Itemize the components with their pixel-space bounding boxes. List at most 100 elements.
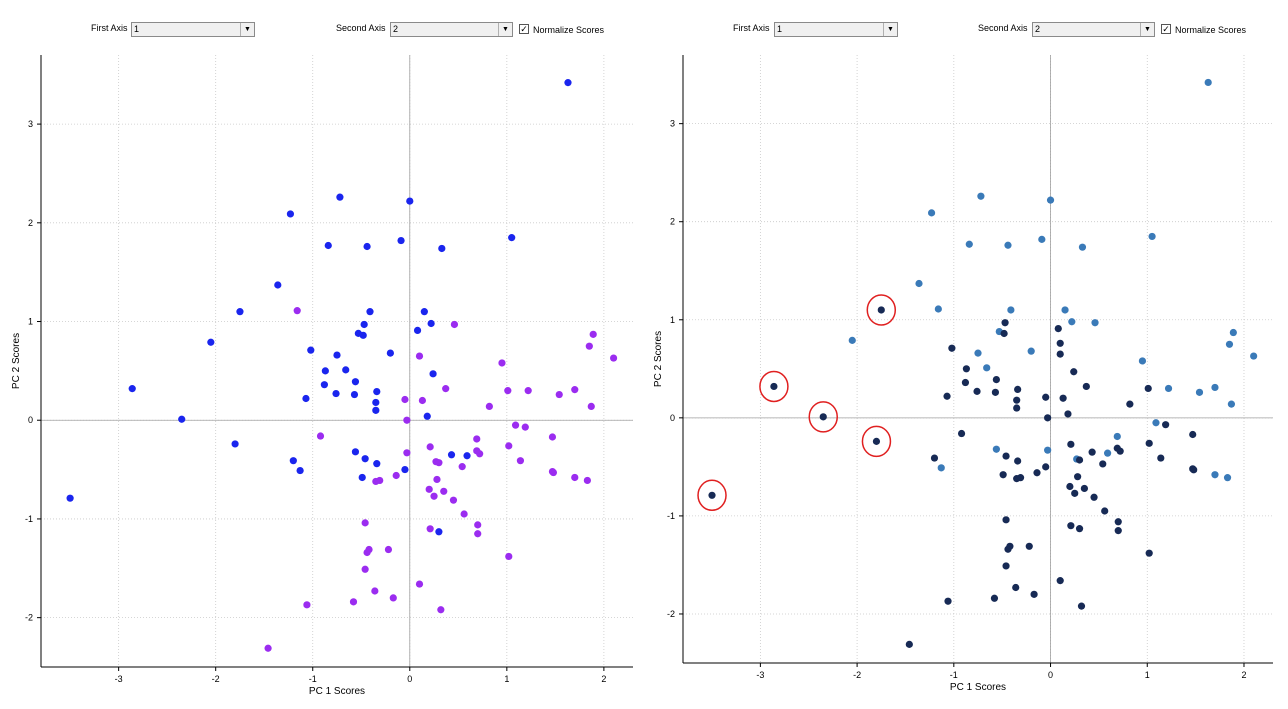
data-point[interactable] [1223,474,1232,482]
data-point[interactable] [1091,319,1099,327]
data-point[interactable] [1014,457,1022,465]
data-point[interactable] [401,395,409,404]
normalize-checkbox[interactable]: ✓ [1161,24,1171,34]
data-point[interactable] [1054,325,1062,333]
data-point[interactable] [389,594,397,602]
data-point[interactable] [1088,448,1096,456]
data-point[interactable] [1066,482,1074,491]
data-point[interactable] [1013,475,1021,483]
data-point[interactable] [476,450,484,458]
data-point[interactable] [437,606,445,614]
data-point[interactable] [1013,396,1021,404]
data-point[interactable] [1067,440,1075,448]
scatter-plot-left[interactable]: -3 -2 -1 0 1 2 -2 -1 0 1 2 3 PC 1 Scores PC 2 Scores [0,0,644,709]
data-point[interactable] [1075,456,1084,464]
data-point[interactable] [990,594,999,602]
data-point[interactable] [1077,602,1086,610]
data-point[interactable] [293,307,301,315]
second-axis-dropdown[interactable]: 2 ▼ [390,22,513,37]
data-point[interactable] [1004,241,1012,249]
data-point[interactable] [458,463,466,471]
data-point[interactable] [1007,306,1015,314]
data-point[interactable] [384,545,393,554]
data-point[interactable] [957,429,966,438]
data-point[interactable] [1042,393,1050,401]
data-point[interactable] [372,477,380,486]
data-point[interactable] [962,365,970,373]
data-point[interactable] [524,387,532,395]
data-point[interactable] [555,390,563,399]
data-point[interactable] [937,464,945,472]
data-point[interactable] [948,344,956,352]
data-point[interactable] [463,452,471,460]
data-point[interactable] [128,385,136,393]
first-axis-dropdown[interactable]: 1 ▼ [774,22,898,37]
data-point[interactable] [450,320,459,329]
data-point[interactable] [965,240,973,248]
data-point[interactable] [473,435,481,443]
data-point[interactable] [983,364,991,372]
data-point[interactable] [1113,432,1121,441]
data-point[interactable] [1070,368,1078,376]
data-point[interactable] [336,193,344,201]
data-point[interactable] [349,598,358,606]
data-point[interactable] [351,448,360,456]
data-point[interactable] [372,398,380,407]
data-point[interactable] [316,432,325,440]
data-point[interactable] [961,378,970,387]
data-point[interactable] [1046,196,1055,204]
data-point[interactable] [1148,232,1156,241]
data-point[interactable] [1013,404,1021,412]
data-point[interactable] [1000,329,1008,338]
data-point[interactable] [366,308,374,316]
data-point[interactable] [930,454,939,462]
data-point[interactable] [236,308,244,316]
data-point[interactable] [1044,414,1052,422]
data-point[interactable] [324,241,332,250]
data-point[interactable] [1211,471,1219,479]
data-point[interactable] [504,387,512,395]
data-point[interactable] [1059,394,1067,402]
data-point[interactable] [342,366,350,374]
data-point[interactable] [1145,439,1153,447]
data-point[interactable] [977,192,985,200]
data-point[interactable] [1190,466,1198,474]
data-point[interactable] [296,466,304,475]
data-point[interactable] [435,459,443,467]
data-point[interactable] [1138,357,1147,365]
data-point[interactable] [1027,347,1035,355]
data-point[interactable] [1002,452,1010,460]
data-point[interactable] [415,580,424,588]
data-point[interactable] [332,389,340,398]
normalize-checkbox[interactable]: ✓ [519,24,529,34]
data-point[interactable] [1227,400,1236,408]
data-point[interactable] [1114,527,1122,535]
second-axis-dropdown[interactable]: 2 ▼ [1032,22,1155,37]
data-point[interactable] [1002,516,1010,524]
data-point[interactable] [449,496,458,504]
data-point[interactable] [999,471,1007,479]
data-point[interactable] [420,308,428,316]
data-point[interactable] [973,387,981,395]
data-point[interactable] [992,445,1000,453]
data-point[interactable] [1056,577,1064,585]
data-point[interactable] [361,519,369,527]
data-point[interactable] [498,359,506,367]
data-point[interactable] [373,388,381,396]
data-point[interactable] [401,465,409,474]
first-axis-dropdown[interactable]: 1 ▼ [131,22,255,37]
scatter-plot-right[interactable]: -3 -2 -1 0 1 2 -2 -1 0 1 2 3 PC 1 Scores PC 2 Scores [644,0,1288,709]
data-point[interactable] [1071,489,1079,497]
data-point[interactable] [1090,493,1098,501]
data-point[interactable] [508,234,516,242]
data-point[interactable] [571,386,579,394]
data-point[interactable] [413,326,422,334]
data-point[interactable] [1061,306,1069,314]
data-point[interactable] [286,210,295,218]
data-point[interactable] [321,367,329,375]
data-point[interactable] [333,351,341,359]
data-point[interactable] [1014,385,1022,393]
data-point[interactable] [1042,463,1050,471]
data-point[interactable] [303,601,311,609]
data-point[interactable] [583,476,591,485]
